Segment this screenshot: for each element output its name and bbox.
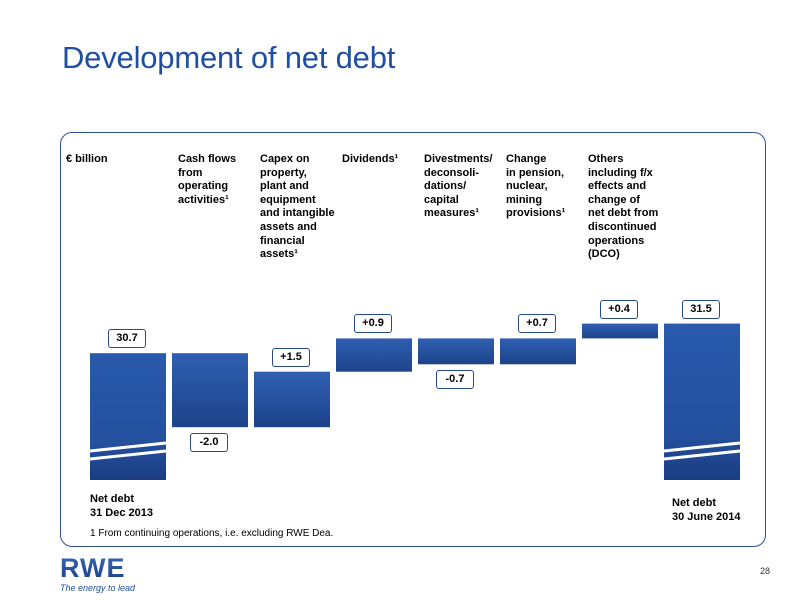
column-header-line: operations [588, 234, 645, 247]
column-header-line: net debt from [588, 207, 659, 220]
column-header-line: discontinued [588, 220, 657, 233]
value-label: +0.4 [600, 299, 638, 319]
column-header-line: property, [260, 166, 307, 179]
rwe-logo-mark: RWE [60, 553, 126, 583]
start-label-line-1: Net debt [90, 493, 134, 505]
column-header-line: change of [588, 193, 640, 206]
column-header-line: financial [260, 234, 305, 247]
page-title: Development of net debt [62, 40, 396, 75]
column-header-line: assets¹ [260, 248, 298, 261]
value-label: 30.7 [108, 329, 146, 349]
column-header-line: Change [506, 153, 547, 165]
column-header-line: and intangible [260, 207, 335, 220]
column-header-line: Others [588, 153, 624, 165]
value-label: +1.5 [272, 347, 310, 367]
value-label: -0.7 [436, 370, 474, 390]
column-header-4: Divestments/deconsoli-dations/capital mea… [424, 153, 492, 221]
start-total-label: Net debt 31 Dec 2013 [90, 492, 153, 520]
column-header-line: Cash flows [178, 153, 237, 165]
bar-delta-2 [254, 371, 330, 428]
column-header-line: (DCO) [588, 248, 620, 261]
column-header-1: Cash flows from operating activities¹ [178, 153, 236, 207]
column-header-3: Dividends¹ [342, 153, 398, 167]
value-label: -2.0 [190, 433, 228, 453]
column-header-line: from [178, 166, 203, 179]
column-header-line: assets and [260, 220, 317, 233]
bar-delta-6 [582, 323, 658, 339]
footnote: 1 From continuing operations, i.e. exclu… [90, 528, 334, 539]
bar-delta-1 [172, 353, 248, 428]
axis-break-mark [89, 449, 167, 461]
value-label: +0.9 [354, 314, 392, 334]
page-number: 28 [760, 566, 771, 576]
value-label: +0.7 [518, 314, 556, 334]
column-header-line: provisions¹ [506, 207, 566, 220]
column-header-line: operating [178, 180, 229, 193]
column-header-line: equipment [260, 193, 316, 206]
column-header-line: plant and [260, 180, 309, 193]
column-header-6: Others including f/x effects and change of n… [588, 153, 658, 262]
column-header-line: capital [424, 193, 459, 206]
value-label: 31.5 [682, 299, 720, 319]
column-header-line: measures¹ [424, 207, 480, 220]
rwe-logo: RWE [58, 553, 128, 588]
start-label-line-2: 31 Dec 2013 [90, 507, 153, 519]
bar-delta-4 [418, 338, 494, 365]
bar-total-0 [90, 353, 166, 480]
column-header-line: including f/x [588, 166, 653, 179]
end-total-label: Net debt 30 June 2014 [672, 496, 741, 524]
column-header-5: Change in pension, nuclear, mining provision… [506, 153, 565, 221]
axis-break-mark [663, 449, 741, 461]
bar-delta-3 [336, 338, 412, 372]
column-header-line: deconsoli- [424, 166, 480, 179]
column-header-2: Capex on property, plant and equipment and i… [260, 153, 335, 262]
axis-break-mark [663, 441, 741, 453]
column-header-line: nuclear, [506, 180, 548, 193]
chart-panel [60, 132, 766, 547]
column-header-line: activities¹ [178, 193, 229, 206]
tagline: The energy to lead [60, 583, 136, 593]
column-header-line: Dividends¹ [342, 153, 399, 165]
column-header-line: Capex on [260, 153, 310, 165]
bar-delta-5 [500, 338, 576, 365]
column-header-line: in pension, [506, 166, 565, 179]
end-label-line-2: 30 June 2014 [672, 511, 741, 523]
end-label-line-1: Net debt [672, 497, 716, 509]
axis-break-mark [89, 441, 167, 453]
rwe-logo-text: RWE [60, 553, 126, 583]
unit-label: € billion [66, 153, 108, 165]
column-header-line: Divestments/ [424, 153, 493, 165]
column-header-line: dations/ [424, 180, 467, 193]
column-header-line: mining [506, 193, 543, 206]
column-header-line: effects and [588, 180, 647, 193]
